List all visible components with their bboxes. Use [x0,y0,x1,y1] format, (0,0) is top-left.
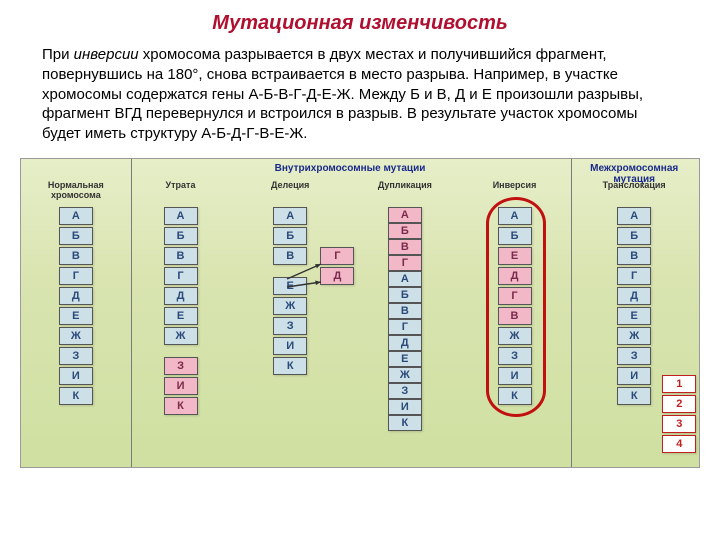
gene-block: 3 [662,415,696,433]
gene-block: Б [59,227,93,245]
gene-block: Б [388,287,422,303]
gene-block: А [388,271,422,287]
gene-block: К [273,357,307,375]
gene-block: З [164,357,198,375]
gene-block: Г [59,267,93,285]
chromosome-column: АБВГДЕЖЗИК1 2 3 4 [569,207,699,463]
chromosome-column: АБВГАБВГДЕЖЗИК [350,207,460,463]
column-labels-row: Нормальная хромосомаУтратаДелецияДуплика… [21,181,699,201]
gene-block: В [617,247,651,265]
gene-block: А [388,207,422,223]
gene-block: А [273,207,307,225]
gene-block: Д [388,335,422,351]
column-label: Нормальная хромосома [21,181,131,201]
section-divider [131,159,132,467]
column-label: Транслокация [569,181,699,201]
gene-block: Д [617,287,651,305]
gene-block: Е [617,307,651,325]
gene-block: З [59,347,93,365]
gene-block: Д [164,287,198,305]
para-pre: При [42,46,74,63]
chromosome-column: АБВЕЖЗИКГД [230,207,350,463]
gene-block: В [59,247,93,265]
gene-block: К [617,387,651,405]
gene-block: З [388,383,422,399]
columns-container: АБВГДЕЖЗИКАБВГДЕЖЗИКАБВЕЖЗИКГДАБВГАБВГДЕ… [21,207,699,463]
gene-block: Ж [388,367,422,383]
gene-block: 1 [662,375,696,393]
gene-block: И [273,337,307,355]
gene-block: И [388,399,422,415]
gene-block: Ж [617,327,651,345]
gene-block: К [59,387,93,405]
gene-block: З [617,347,651,365]
gene-block: Г [164,267,198,285]
gene-block: Б [388,223,422,239]
column-label: Делеция [230,181,350,201]
column-label: Дупликация [350,181,460,201]
page-title: Мутационная изменчивость [18,12,702,35]
gene-block: Ж [59,327,93,345]
gene-block: Ж [273,297,307,315]
gene-block: 2 [662,395,696,413]
gene-block: К [388,415,422,431]
gene-block: Е [164,307,198,325]
column-label: Утрата [131,181,231,201]
gene-block: Б [164,227,198,245]
gene-block: А [164,207,198,225]
gene-block: Г [388,319,422,335]
section-divider [571,159,572,467]
gene-block: Д [59,287,93,305]
main-paragraph: При инверсии хромосома разрывается в дву… [42,45,678,144]
para-italic: инверсии [74,46,139,63]
gene-block: А [617,207,651,225]
gene-block: В [164,247,198,265]
gene-block: Б [617,227,651,245]
gene-block: Г [617,267,651,285]
translocation-fragment: 1 2 3 4 [662,375,696,453]
gene-block: Г [388,255,422,271]
chromosome-column: АБВГДЕЖЗИК [131,207,231,463]
gene-block: И [59,367,93,385]
inversion-highlight [486,197,546,417]
mutation-diagram: Внутрихромосомные мутацииМежхромосомная … [20,158,700,468]
gene-block: З [273,317,307,335]
gene-block: 4 [662,435,696,453]
gene-block: И [164,377,198,395]
gene-block: Ж [164,327,198,345]
arrow-icon [283,278,325,291]
gene-block: А [59,207,93,225]
gene-block: В [388,303,422,319]
chromosome-column: АБВГДЕЖЗИК [21,207,131,463]
gene-block: В [388,239,422,255]
gene-block: Е [59,307,93,325]
gene-block: Б [273,227,307,245]
gene-block: Е [388,351,422,367]
gene-block: К [164,397,198,415]
gene-block: И [617,367,651,385]
